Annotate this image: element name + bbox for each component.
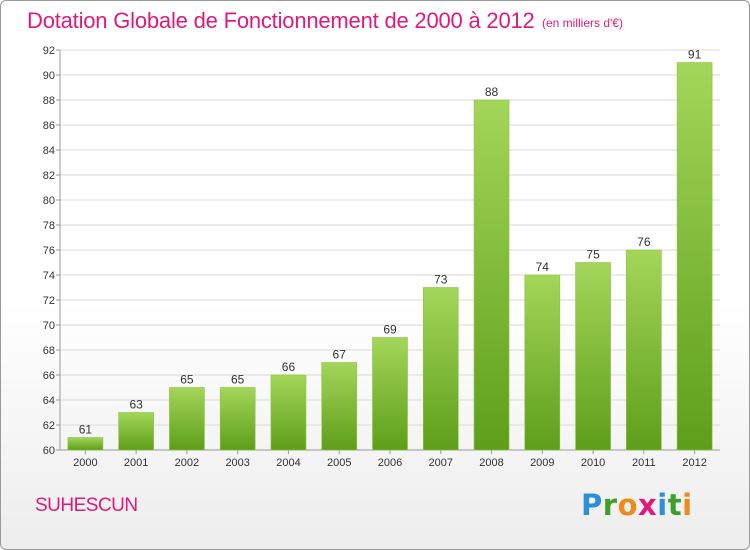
y-tick-label: 88 [43, 95, 55, 107]
bar [372, 337, 408, 451]
bar-value-label: 67 [333, 348, 347, 362]
logo-letter: i [682, 488, 693, 522]
bar-value-label: 69 [383, 323, 397, 337]
x-tick-label: 2000 [73, 457, 97, 469]
y-tick-label: 76 [43, 245, 55, 257]
y-tick-label: 68 [43, 345, 55, 357]
bar-value-label: 74 [536, 260, 550, 274]
commune-name: SUHESCUN [35, 495, 138, 516]
logo-letter: P [581, 488, 603, 522]
bar [575, 262, 611, 451]
bar-value-label: 75 [586, 248, 600, 262]
x-tick-label: 2003 [225, 457, 249, 469]
y-tick-label: 84 [43, 145, 55, 157]
x-tick-label: 2005 [327, 457, 351, 469]
bar [524, 274, 561, 451]
y-tick-label: 82 [43, 170, 55, 182]
bar-value-label: 65 [180, 373, 194, 387]
bar-value-label: 63 [129, 398, 143, 412]
y-tick-label: 86 [43, 120, 55, 132]
x-tick-label: 2007 [429, 457, 453, 469]
x-tick-label: 2004 [276, 457, 300, 469]
logo-letter: i [657, 488, 668, 522]
x-tick-label: 2009 [530, 457, 554, 469]
bar [676, 62, 713, 451]
y-tick-label: 90 [43, 70, 55, 82]
y-tick-label: 80 [43, 195, 55, 207]
y-tick-label: 78 [43, 220, 55, 232]
bar [422, 287, 459, 451]
x-tick-label: 2006 [378, 457, 402, 469]
bar [219, 387, 256, 451]
x-tick-label: 2008 [479, 457, 503, 469]
x-tick-label: 2011 [632, 457, 656, 469]
logo-letter: r [602, 488, 618, 522]
x-tick-label: 2001 [124, 457, 148, 469]
bar [626, 249, 662, 451]
x-tick-label: 2002 [175, 457, 199, 469]
bar-value-label: 88 [485, 85, 499, 99]
y-tick-label: 72 [43, 295, 55, 307]
chart-title: Dotation Globale de Fonctionnement de 20… [27, 8, 535, 33]
y-tick-label: 62 [43, 420, 55, 432]
bar [118, 412, 154, 451]
proxiti-logo: Proxiti [581, 488, 693, 522]
bar-value-label: 76 [637, 235, 651, 249]
bar-value-label: 65 [231, 373, 245, 387]
logo-letter: t [667, 488, 683, 522]
y-tick-label: 70 [43, 320, 55, 332]
y-tick-label: 60 [43, 445, 55, 457]
y-tick-label: 74 [43, 270, 55, 282]
y-tick-label: 66 [43, 370, 55, 382]
y-tick-label: 92 [43, 45, 55, 57]
bar-value-label: 91 [688, 48, 702, 62]
bar [67, 437, 104, 451]
bar-value-label: 66 [282, 360, 296, 374]
bar [321, 362, 358, 451]
chart-unit-label: (en milliers d'€) [542, 16, 623, 30]
logo-letter: x [638, 488, 658, 522]
x-tick-label: 2010 [581, 457, 605, 469]
bar [169, 387, 205, 451]
bar-value-label: 61 [79, 423, 93, 437]
y-tick-label: 64 [43, 395, 55, 407]
logo-letter: o [617, 488, 639, 522]
bar [473, 99, 510, 451]
bar-value-label: 73 [434, 273, 448, 287]
bar [270, 374, 307, 451]
x-tick-label: 2012 [682, 457, 706, 469]
